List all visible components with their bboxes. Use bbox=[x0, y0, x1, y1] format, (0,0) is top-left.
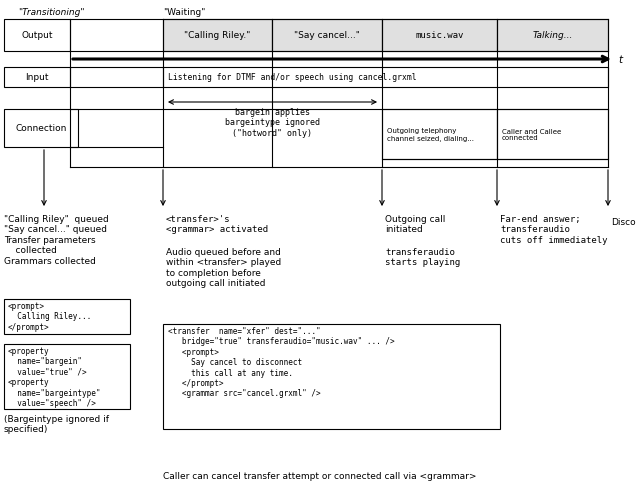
Bar bbox=[497, 110, 608, 160]
Text: Outgoing telephony
channel seized, dialing...: Outgoing telephony channel seized, diali… bbox=[387, 128, 474, 141]
Text: music.wav: music.wav bbox=[415, 31, 464, 41]
Text: <property
  name="bargein"
  value="true" />
<property
  name="bargeintype"
  va: <property name="bargein" value="true" />… bbox=[8, 346, 100, 407]
Text: Output: Output bbox=[21, 31, 53, 41]
Bar bbox=[272, 20, 382, 52]
Text: bargein applies
bargeintype ignored
("hotword" only): bargein applies bargeintype ignored ("ho… bbox=[225, 108, 320, 137]
Bar bbox=[4, 300, 130, 334]
Text: Connection: Connection bbox=[15, 124, 67, 133]
Text: Caller can cancel transfer attempt or connected call via <grammar>: Caller can cancel transfer attempt or co… bbox=[163, 471, 476, 480]
Text: <transfer  name="xfer" dest="..."
   bridge="true" transferaudio="music.wav" ...: <transfer name="xfer" dest="..." bridge=… bbox=[168, 326, 394, 397]
Bar bbox=[382, 20, 497, 52]
Bar bbox=[382, 110, 497, 160]
Text: Listening for DTMF and/or speech using cancel.grxml: Listening for DTMF and/or speech using c… bbox=[168, 74, 417, 82]
Text: "Say cancel...": "Say cancel..." bbox=[294, 31, 360, 41]
Text: Far-end answer;
transferaudio
cuts off immediately: Far-end answer; transferaudio cuts off i… bbox=[500, 214, 607, 244]
Text: Input: Input bbox=[25, 74, 49, 82]
Text: transferaudio
starts playing: transferaudio starts playing bbox=[385, 247, 460, 267]
Bar bbox=[4, 68, 70, 88]
Bar bbox=[497, 20, 608, 52]
Text: Talking...: Talking... bbox=[532, 31, 572, 41]
Bar bbox=[163, 324, 500, 429]
Text: Caller and Callee
connected: Caller and Callee connected bbox=[502, 128, 561, 141]
Bar bbox=[4, 344, 130, 409]
Bar bbox=[4, 20, 70, 52]
Text: <prompt>
  Calling Riley...
</prompt>: <prompt> Calling Riley... </prompt> bbox=[8, 302, 91, 331]
Text: Outgoing call
initiated: Outgoing call initiated bbox=[385, 214, 445, 234]
Text: "Calling Riley.": "Calling Riley." bbox=[184, 31, 251, 41]
Text: (Bargeintype ignored if
specified): (Bargeintype ignored if specified) bbox=[4, 414, 109, 434]
Bar bbox=[163, 68, 608, 88]
Bar bbox=[163, 20, 272, 52]
Bar bbox=[4, 110, 78, 148]
Text: Audio queued before and
within <transfer> played
to completion before
outgoing c: Audio queued before and within <transfer… bbox=[166, 247, 281, 287]
Text: Disconnect: Disconnect bbox=[611, 217, 636, 227]
Text: <transfer>'s
<grammar> activated: <transfer>'s <grammar> activated bbox=[166, 214, 268, 234]
Text: "Waiting": "Waiting" bbox=[163, 8, 205, 17]
Text: t: t bbox=[618, 55, 622, 65]
Text: "Calling Riley"  queued
"Say cancel..." queued
Transfer parameters
    collected: "Calling Riley" queued "Say cancel..." q… bbox=[4, 214, 109, 265]
Text: "Transitioning": "Transitioning" bbox=[18, 8, 85, 17]
